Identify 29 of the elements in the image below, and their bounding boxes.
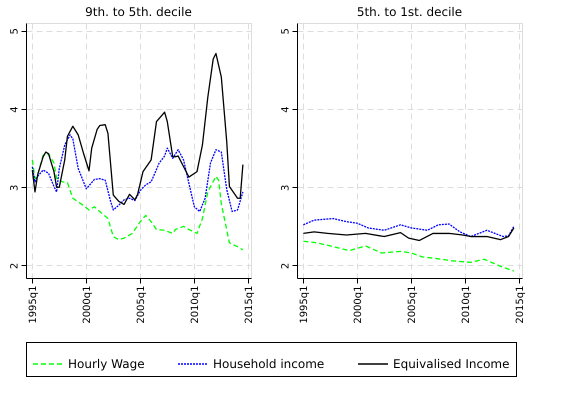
line-series bbox=[302, 218, 515, 238]
line-series bbox=[302, 240, 515, 272]
line-series bbox=[32, 52, 244, 206]
x-tick-label: 2000q1 bbox=[82, 286, 93, 324]
chart-title: 5th. to 1st. decile bbox=[356, 5, 462, 19]
chart-title: 9th. to 5th. decile bbox=[85, 5, 192, 19]
x-tick-label: 2005q1 bbox=[136, 286, 147, 324]
y-tick-label: 2 bbox=[280, 262, 292, 270]
y-tick-label: 3 bbox=[10, 184, 20, 191]
x-tick-label: 2010q1 bbox=[460, 286, 472, 324]
y-tick-label: 5 bbox=[280, 28, 292, 35]
legend-label: Hourly Wage bbox=[68, 357, 145, 371]
y-tick-label: 4 bbox=[10, 106, 20, 113]
line-series bbox=[32, 134, 244, 212]
y-tick-label: 5 bbox=[10, 28, 20, 35]
line-series bbox=[32, 152, 244, 250]
line-series bbox=[302, 227, 515, 242]
x-tick-label: 2010q1 bbox=[190, 286, 201, 324]
x-tick-label: 2015q1 bbox=[514, 286, 526, 324]
x-tick-label: 1995q1 bbox=[298, 286, 310, 324]
x-tick-label: 1995q1 bbox=[28, 286, 39, 324]
y-tick-label: 3 bbox=[280, 184, 292, 191]
legend-label: Household income bbox=[213, 357, 324, 371]
y-tick-label: 2 bbox=[10, 262, 20, 270]
x-tick-label: 2000q1 bbox=[352, 286, 364, 324]
legend-label: Equivalised Income bbox=[393, 357, 510, 371]
x-tick-label: 2005q1 bbox=[406, 286, 418, 324]
y-tick-label: 4 bbox=[280, 106, 292, 113]
x-tick-label: 2015q1 bbox=[244, 286, 255, 324]
